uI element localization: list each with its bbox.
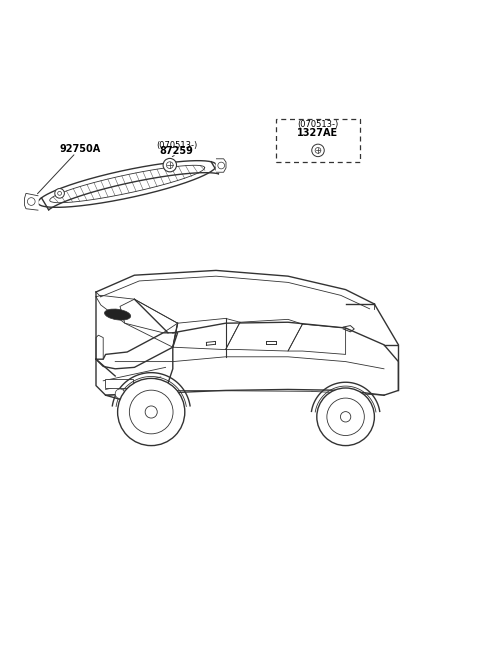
Circle shape — [340, 411, 351, 422]
Circle shape — [317, 388, 374, 445]
Ellipse shape — [105, 309, 131, 320]
Text: 1327AE: 1327AE — [298, 128, 338, 138]
Circle shape — [27, 197, 35, 205]
Polygon shape — [216, 159, 226, 173]
Text: 92750A: 92750A — [60, 144, 101, 154]
Bar — [105, 379, 133, 388]
Polygon shape — [24, 194, 38, 210]
Text: (070513-): (070513-) — [298, 121, 338, 129]
Circle shape — [327, 398, 364, 436]
Circle shape — [115, 389, 125, 399]
Bar — [276, 119, 360, 163]
Circle shape — [167, 162, 173, 169]
Circle shape — [315, 148, 321, 154]
Circle shape — [145, 406, 157, 418]
Circle shape — [55, 188, 64, 198]
Circle shape — [312, 144, 324, 157]
Circle shape — [163, 158, 177, 172]
Text: 87259: 87259 — [160, 146, 193, 156]
Circle shape — [218, 162, 225, 169]
Circle shape — [129, 390, 173, 434]
Circle shape — [118, 379, 185, 445]
Circle shape — [58, 192, 61, 195]
Text: (070513-): (070513-) — [156, 141, 197, 150]
